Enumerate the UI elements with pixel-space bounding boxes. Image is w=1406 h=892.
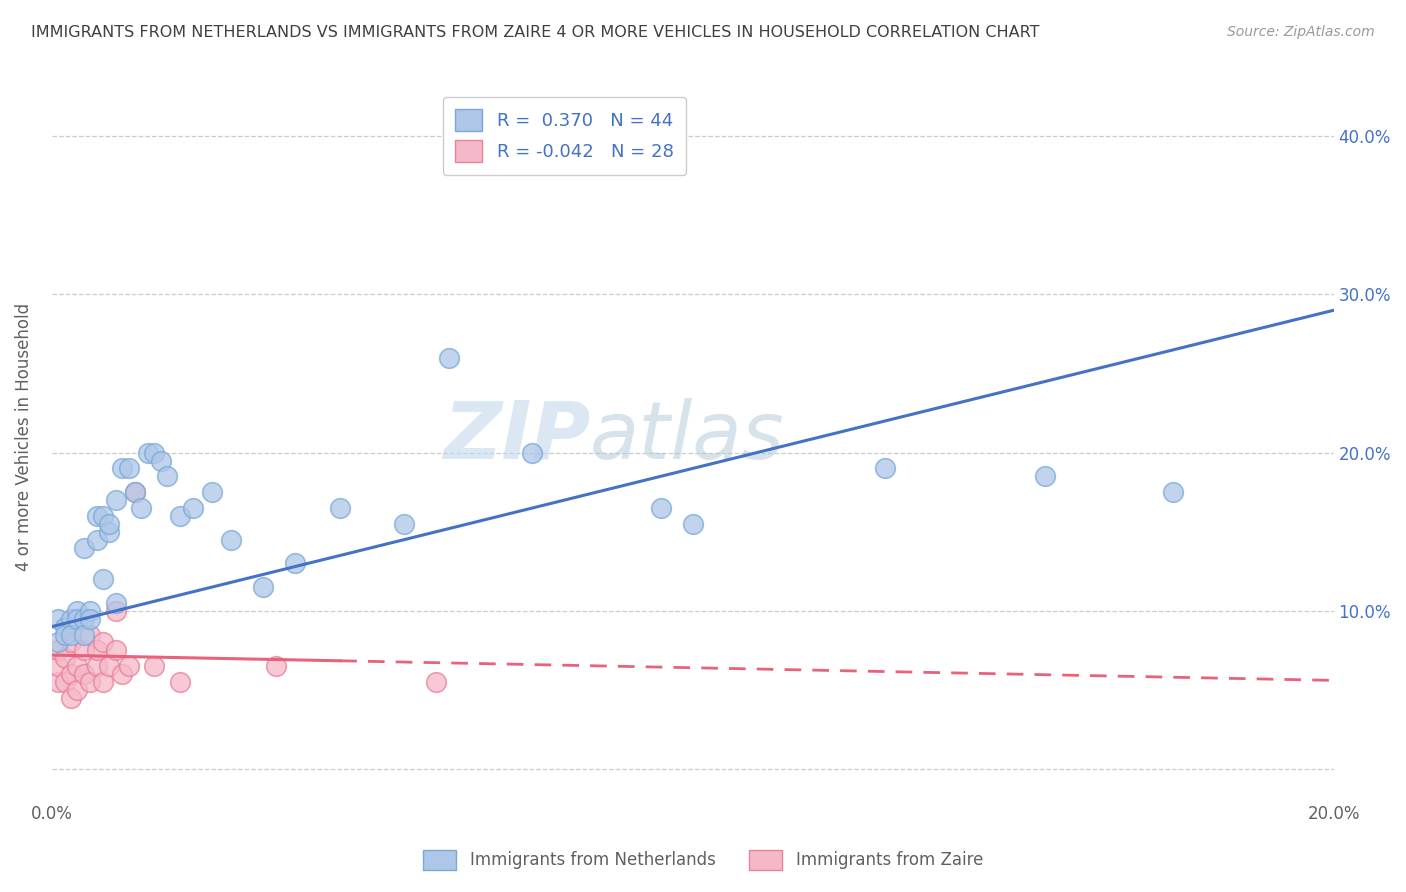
Legend: R =  0.370   N = 44, R = -0.042   N = 28: R = 0.370 N = 44, R = -0.042 N = 28: [443, 96, 686, 175]
Point: [66, 612, 89, 626]
Point: [79, 612, 101, 626]
Point: [66, 659, 89, 673]
Point: [111, 667, 134, 681]
Point: [104, 493, 127, 508]
Point: [181, 500, 204, 515]
Point: [169, 508, 191, 523]
Point: [124, 485, 146, 500]
Point: [46, 612, 69, 626]
Point: [98, 516, 121, 531]
Point: [104, 643, 127, 657]
Y-axis label: 4 or more Vehicles in Household: 4 or more Vehicles in Household: [15, 302, 32, 571]
Text: IMMIGRANTS FROM NETHERLANDS VS IMMIGRANTS FROM ZAIRE 4 OR MORE VEHICLES IN HOUSE: IMMIGRANTS FROM NETHERLANDS VS IMMIGRANT…: [31, 25, 1039, 40]
Point: [284, 557, 307, 571]
Point: [86, 659, 108, 673]
Point: [66, 604, 89, 618]
Point: [118, 461, 141, 475]
Point: [73, 627, 96, 641]
Point: [46, 635, 69, 649]
Point: [73, 541, 96, 555]
Point: [53, 619, 76, 633]
Point: [59, 667, 82, 681]
Point: [53, 651, 76, 665]
Point: [650, 500, 672, 515]
Point: [437, 351, 460, 365]
Point: [425, 675, 447, 690]
Point: [201, 485, 224, 500]
Point: [104, 596, 127, 610]
Point: [66, 682, 89, 697]
Point: [79, 627, 101, 641]
Point: [219, 533, 242, 547]
Point: [156, 469, 179, 483]
Point: [46, 659, 69, 673]
Point: [111, 461, 134, 475]
Point: [46, 643, 69, 657]
Point: [59, 690, 82, 705]
Point: [53, 675, 76, 690]
Point: [98, 659, 121, 673]
Point: [873, 461, 896, 475]
Point: [91, 635, 114, 649]
Point: [1163, 485, 1185, 500]
Point: [252, 580, 274, 594]
Point: [91, 508, 114, 523]
Point: [79, 675, 101, 690]
Point: [131, 500, 153, 515]
Legend: Immigrants from Netherlands, Immigrants from Zaire: Immigrants from Netherlands, Immigrants …: [416, 843, 990, 877]
Point: [86, 643, 108, 657]
Point: [522, 445, 544, 459]
Point: [149, 453, 172, 467]
Point: [73, 612, 96, 626]
Point: [86, 508, 108, 523]
Point: [1033, 469, 1056, 483]
Point: [91, 675, 114, 690]
Point: [104, 604, 127, 618]
Point: [91, 572, 114, 586]
Text: Source: ZipAtlas.com: Source: ZipAtlas.com: [1227, 25, 1375, 39]
Point: [59, 627, 82, 641]
Point: [53, 627, 76, 641]
Text: ZIP: ZIP: [443, 398, 591, 475]
Point: [59, 612, 82, 626]
Point: [136, 445, 159, 459]
Point: [329, 500, 352, 515]
Point: [46, 675, 69, 690]
Point: [124, 485, 146, 500]
Point: [98, 524, 121, 539]
Point: [79, 604, 101, 618]
Point: [682, 516, 704, 531]
Point: [73, 643, 96, 657]
Point: [143, 659, 166, 673]
Point: [394, 516, 416, 531]
Point: [143, 445, 166, 459]
Point: [73, 667, 96, 681]
Point: [264, 659, 287, 673]
Point: [59, 635, 82, 649]
Point: [86, 533, 108, 547]
Point: [169, 675, 191, 690]
Point: [118, 659, 141, 673]
Text: atlas: atlas: [591, 398, 785, 475]
